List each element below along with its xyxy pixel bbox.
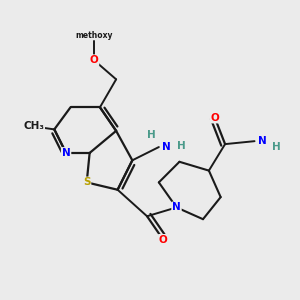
Text: O: O xyxy=(159,235,168,245)
Text: N: N xyxy=(62,148,70,158)
Text: O: O xyxy=(210,112,219,123)
Text: N: N xyxy=(172,202,181,212)
Text: N: N xyxy=(162,142,171,152)
Text: O: O xyxy=(90,55,98,65)
Text: methoxy: methoxy xyxy=(75,31,113,40)
Text: H: H xyxy=(176,141,185,151)
Text: H: H xyxy=(272,142,281,152)
Text: H: H xyxy=(147,130,156,140)
Text: S: S xyxy=(83,177,90,188)
Text: N: N xyxy=(257,136,266,146)
Text: CH₃: CH₃ xyxy=(23,122,44,131)
